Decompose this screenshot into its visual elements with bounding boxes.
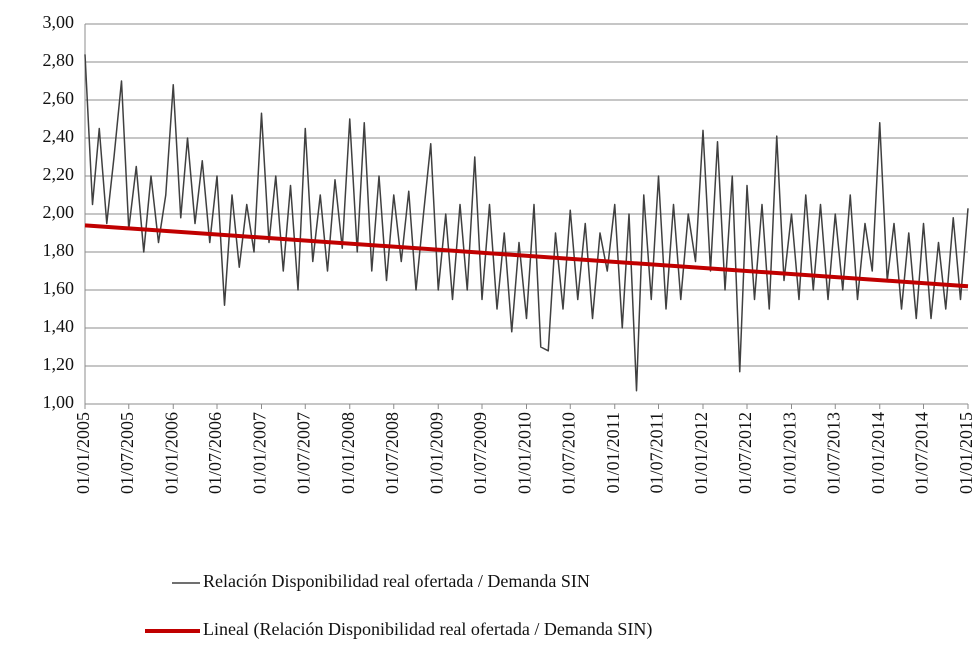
- x-tick-label: 01/01/2005: [73, 412, 93, 494]
- y-tick-label: 1,60: [43, 278, 75, 298]
- x-tick-label: 01/01/2009: [426, 412, 446, 494]
- x-tick-label: 01/07/2014: [912, 412, 932, 494]
- x-tick-label: 01/07/2009: [470, 412, 490, 494]
- legend-label: Relación Disponibilidad real ofertada / …: [203, 571, 590, 591]
- x-tick-label: 01/07/2006: [205, 412, 225, 494]
- data-line: [84, 54, 969, 392]
- y-tick-label: 1,40: [43, 316, 75, 336]
- y-tick-label: 2,80: [43, 50, 75, 70]
- x-tick-label: 01/01/2015: [956, 412, 976, 494]
- y-tick-label: 1,20: [43, 354, 75, 374]
- data-line: [84, 223, 969, 289]
- y-tick-label: 1,80: [43, 240, 75, 260]
- x-tick-label: 01/07/2007: [293, 412, 313, 494]
- x-tick-label: 01/01/2007: [250, 412, 270, 494]
- x-tick-label: 01/01/2014: [868, 412, 888, 494]
- y-tick-label: 2,40: [43, 126, 75, 146]
- x-tick-label: 01/07/2013: [823, 412, 843, 494]
- y-tick-label: 3,00: [43, 12, 75, 32]
- y-tick-label: 1,00: [43, 392, 75, 412]
- y-tick-label: 2,20: [43, 164, 75, 184]
- x-tick-label: 01/07/2012: [735, 412, 755, 494]
- x-tick-label: 01/07/2008: [382, 412, 402, 494]
- x-tick-label: 01/01/2010: [515, 412, 535, 494]
- x-tick-label: 01/01/2013: [780, 412, 800, 494]
- x-tick-label: 01/07/2010: [558, 412, 578, 494]
- x-tick-label: 01/07/2011: [647, 412, 667, 493]
- x-tick-label: 01/01/2008: [338, 412, 358, 494]
- x-tick-label: 01/07/2005: [117, 412, 137, 494]
- legend-label: Lineal (Relación Disponibilidad real ofe…: [203, 619, 652, 640]
- y-tick-label: 2,00: [43, 202, 75, 222]
- x-tick-label: 01/01/2006: [161, 412, 181, 494]
- x-tick-label: 01/01/2011: [603, 412, 623, 493]
- x-tick-label: 01/01/2012: [691, 412, 711, 494]
- y-tick-label: 2,60: [43, 88, 75, 108]
